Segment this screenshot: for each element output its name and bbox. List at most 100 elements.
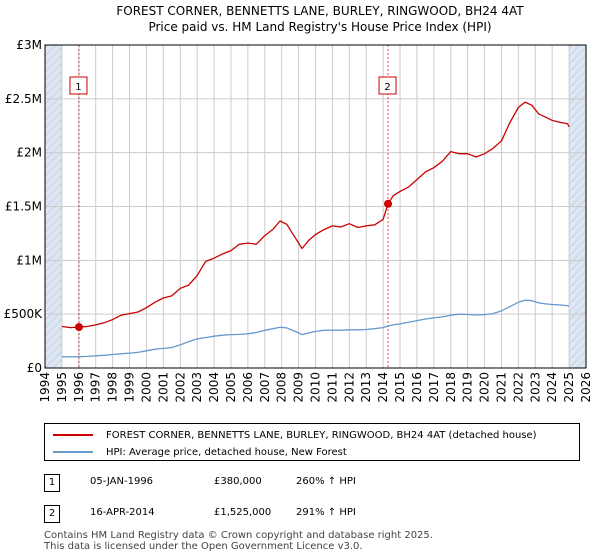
pre-data-hatch [44, 198, 63, 217]
x-tick-label: 1996 [72, 372, 86, 403]
post-data-hatch [568, 238, 587, 257]
pre-data-hatch [44, 190, 63, 209]
pre-data-hatch [44, 174, 63, 193]
sale-date: 05-JAN-1996 [90, 476, 154, 487]
x-tick-label: 2013 [359, 372, 373, 403]
x-tick-label: 2025 [562, 372, 576, 403]
sale-number-badge: 1 [44, 474, 60, 492]
pre-data-hatch [44, 142, 63, 161]
pre-data-hatch [44, 278, 63, 297]
pre-data-hatch [44, 246, 63, 265]
post-data-hatch [568, 150, 587, 169]
post-data-hatch [568, 142, 587, 161]
pre-data-hatch [44, 118, 63, 137]
y-tick-label: £500K [4, 307, 44, 321]
pre-data-hatch [44, 54, 63, 73]
x-tick-label: 2006 [241, 372, 255, 403]
x-tick-label: 2026 [579, 372, 593, 403]
sale-row-1: 1 05-JAN-1996 £380,000 260% ↑ HPI [44, 474, 584, 492]
pre-data-hatch [44, 262, 63, 281]
x-tick-label: 2009 [292, 372, 306, 403]
x-tick-label: 1994 [38, 372, 52, 403]
post-data-hatch [568, 246, 587, 265]
post-data-hatch [568, 46, 587, 65]
sale-hpi-change: 291% ↑ HPI [296, 507, 356, 518]
post-data-hatch [568, 134, 587, 153]
post-data-hatch [568, 214, 587, 233]
pre-data-hatch [44, 222, 63, 241]
sale-point-2 [384, 199, 393, 208]
x-tick-label: 2005 [224, 372, 238, 403]
post-data-hatch [568, 230, 587, 249]
legend-item-hpi: HPI: Average price, detached house, New … [53, 444, 347, 460]
pre-data-hatch [44, 126, 63, 145]
pre-data-hatch [44, 294, 63, 313]
post-data-hatch [568, 174, 587, 193]
post-data-hatch [568, 342, 587, 361]
y-tick-label: £2M [16, 146, 42, 160]
pre-data-hatch [44, 350, 63, 369]
pre-data-hatch [44, 46, 63, 65]
post-data-hatch [568, 118, 587, 137]
pre-data-hatch [44, 150, 63, 169]
pre-data-hatch [44, 230, 63, 249]
post-data-hatch [568, 286, 587, 305]
x-tick-label: 2014 [376, 372, 390, 403]
property-price-line [61, 101, 570, 329]
post-data-hatch [568, 166, 587, 185]
post-data-hatch [568, 70, 587, 89]
sale-number-badge: 2 [44, 505, 60, 523]
pre-data-hatch [44, 318, 63, 337]
post-data-hatch [568, 44, 581, 57]
y-tick-label: £2.5M [5, 92, 42, 106]
x-tick-label: 1997 [89, 372, 103, 403]
sale-row-2: 2 16-APR-2014 £1,525,000 291% ↑ HPI [44, 505, 584, 523]
post-data-hatch [568, 54, 587, 73]
legend-label-hpi: HPI: Average price, detached house, New … [106, 446, 347, 458]
footer-license: Contains HM Land Registry data © Crown c… [44, 530, 433, 552]
x-tick-label: 2002 [173, 372, 187, 403]
pre-data-hatch [44, 134, 63, 153]
post-data-hatch [568, 94, 587, 113]
pre-data-hatch [44, 94, 63, 113]
price-chart: FOREST CORNER, BENNETTS LANE, BURLEY, RI… [4, 4, 593, 403]
sale-price: £380,000 [214, 476, 262, 487]
footer-copyright: Contains HM Land Registry data © Crown c… [44, 530, 433, 541]
legend: FOREST CORNER, BENNETTS LANE, BURLEY, RI… [44, 423, 580, 461]
pre-data-hatch [44, 334, 63, 353]
x-tick-label: 2018 [444, 372, 458, 403]
pre-data-hatch [44, 86, 63, 105]
x-tick-label: 2019 [461, 372, 475, 403]
legend-item-property: FOREST CORNER, BENNETTS LANE, BURLEY, RI… [53, 427, 537, 443]
y-tick-label: £1.5M [5, 200, 42, 214]
y-tick-label: £3M [16, 38, 42, 52]
post-data-hatch [568, 318, 587, 337]
post-data-hatch [568, 294, 587, 313]
sale-label-2: 2 [384, 82, 390, 93]
pre-data-hatch [44, 70, 63, 89]
x-tick-label: 1995 [55, 372, 69, 403]
x-tick-label: 2021 [494, 372, 508, 403]
x-tick-label: 2007 [258, 372, 272, 403]
post-data-hatch [568, 182, 587, 201]
x-tick-label: 2015 [393, 372, 407, 403]
pre-data-hatch [44, 254, 63, 273]
post-data-hatch [568, 262, 587, 281]
post-data-hatch [568, 206, 587, 225]
x-tick-label: 2010 [309, 372, 323, 403]
pre-data-hatch [44, 110, 63, 129]
x-tick-label: 2023 [528, 372, 542, 403]
chart-title: FOREST CORNER, BENNETTS LANE, BURLEY, RI… [116, 4, 524, 18]
x-tick-label: 1999 [123, 372, 137, 403]
pre-data-hatch [44, 182, 63, 201]
sale-price: £1,525,000 [214, 507, 272, 518]
x-tick-label: 2017 [427, 372, 441, 403]
post-data-hatch [568, 270, 587, 289]
post-data-hatch [568, 62, 587, 81]
legend-swatch-property [53, 434, 93, 436]
pre-data-hatch [44, 166, 63, 185]
post-data-hatch [568, 158, 587, 177]
legend-swatch-hpi [53, 451, 93, 453]
pre-data-hatch [44, 78, 63, 97]
post-data-hatch [568, 278, 587, 297]
